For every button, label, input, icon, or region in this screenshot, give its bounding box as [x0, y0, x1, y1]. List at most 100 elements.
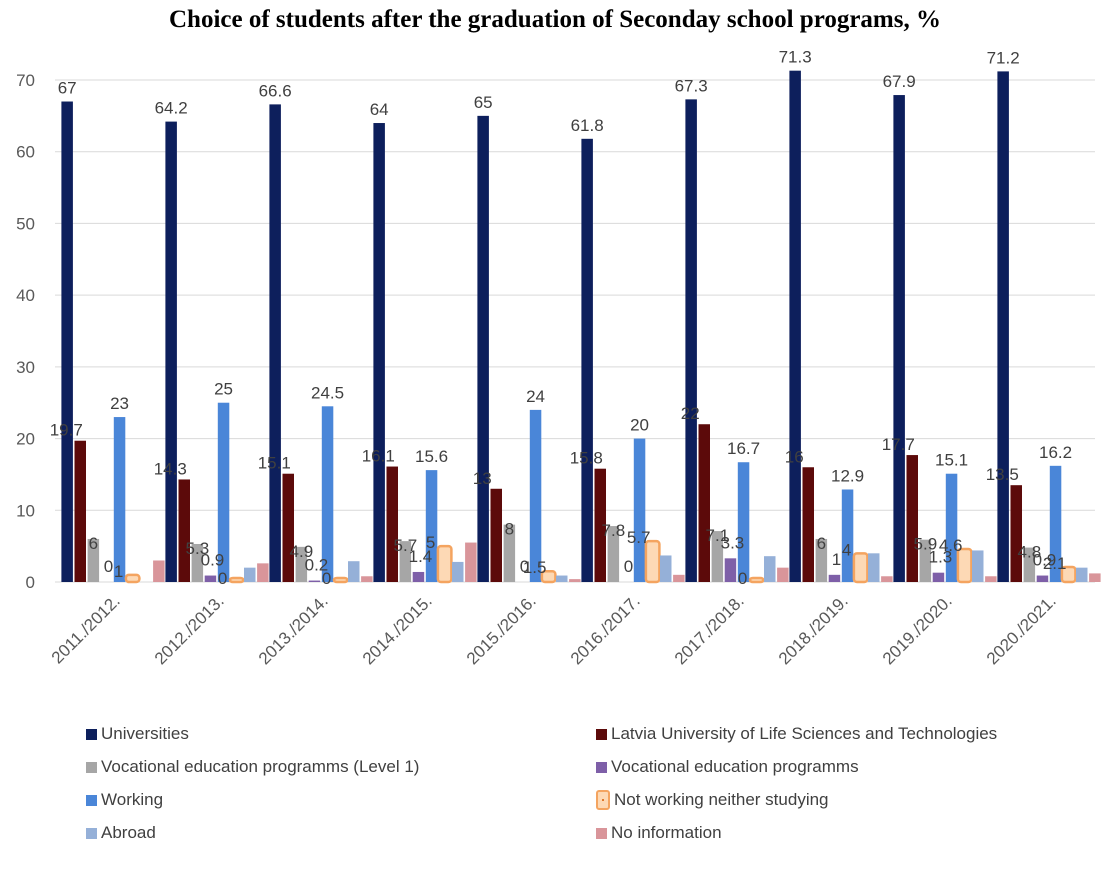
bar — [540, 569, 557, 584]
bar — [660, 555, 672, 582]
bar — [698, 424, 710, 582]
bar — [153, 560, 165, 582]
bar — [1023, 547, 1036, 582]
bar — [1089, 573, 1101, 582]
y-tick-label: 0 — [26, 573, 35, 592]
bar — [61, 101, 73, 582]
bar — [764, 556, 776, 582]
legend-item: Working — [86, 788, 596, 812]
x-tick-label: 2019./2020. — [879, 591, 956, 668]
legend-label: Working — [101, 790, 164, 809]
bar — [997, 71, 1009, 582]
bar — [581, 138, 593, 582]
bar — [956, 547, 973, 584]
legend-swatch — [596, 790, 610, 810]
legend-item: Abroad — [86, 821, 596, 845]
bar — [321, 406, 334, 582]
data-label: 3.3 — [721, 533, 745, 552]
bar — [178, 479, 190, 582]
bar — [932, 572, 945, 582]
data-label: 64 — [370, 100, 389, 119]
gridlines — [55, 79, 1095, 583]
data-label: 16.7 — [727, 439, 760, 458]
data-label: 7.1 — [706, 526, 730, 545]
bar — [361, 576, 373, 582]
bar — [191, 543, 204, 582]
data-label: 8 — [505, 520, 514, 539]
x-tick-label: 2015./2016. — [463, 591, 540, 668]
data-label: 7.8 — [602, 521, 626, 540]
data-label: 0.9 — [201, 551, 225, 570]
data-label: 5.7 — [394, 536, 418, 555]
bar — [828, 574, 841, 582]
data-label: 13.5 — [986, 465, 1019, 484]
data-label: 4.9 — [290, 542, 314, 561]
data-label: 23 — [110, 394, 129, 413]
legend-label: Latvia University of Life Sciences and T… — [611, 724, 998, 743]
bar — [789, 70, 801, 583]
data-label: 6 — [817, 534, 826, 553]
x-tick-label: 2017./2018. — [671, 591, 748, 668]
data-label: 0.9 — [1033, 551, 1057, 570]
legend-swatch — [86, 794, 97, 806]
data-label: 13 — [473, 469, 492, 488]
data-label: 17.7 — [882, 435, 915, 454]
bar — [852, 552, 869, 584]
bar — [685, 99, 697, 582]
bar — [244, 567, 256, 582]
bar — [748, 576, 765, 584]
data-label: 16.1 — [362, 447, 395, 466]
bars — [61, 70, 1101, 584]
bar — [881, 576, 893, 582]
data-label: 0 — [738, 569, 747, 588]
legend-item: No information — [596, 821, 1086, 845]
data-label: 1.3 — [929, 548, 953, 567]
x-tick-label: 2011./2012. — [48, 591, 124, 667]
data-label: 66.6 — [259, 81, 292, 100]
bar — [906, 455, 918, 582]
legend-label: Not working neither studying — [614, 790, 829, 809]
y-tick-label: 60 — [16, 143, 35, 162]
data-label: 19.7 — [50, 421, 83, 440]
legend-swatch — [596, 728, 607, 740]
legend: Universities Latvia University of Life Sc… — [86, 722, 1086, 845]
bar — [373, 123, 385, 583]
data-label: 1 — [114, 562, 123, 581]
data-label: 67.3 — [675, 76, 708, 95]
data-label: 67 — [58, 79, 77, 98]
data-label: 1 — [832, 550, 841, 569]
bar — [972, 550, 984, 582]
bar — [425, 470, 438, 582]
legend-item: Not working neither studying — [596, 788, 1086, 812]
bar — [113, 417, 126, 582]
data-label: 0.2 — [305, 556, 329, 575]
bar — [228, 576, 245, 584]
data-label: 67.9 — [883, 72, 916, 91]
data-label: 61.8 — [571, 116, 604, 135]
bar — [594, 468, 606, 582]
bar — [1076, 567, 1088, 582]
bar — [204, 575, 217, 582]
bar — [569, 579, 581, 582]
x-tick-label: 2014./2015. — [359, 591, 436, 668]
data-label: 15.1 — [258, 454, 291, 473]
bar — [465, 542, 477, 582]
bar — [802, 467, 814, 582]
legend-item: Vocational education programms (Level 1) — [86, 755, 596, 779]
bar — [737, 462, 750, 582]
data-label: 24 — [526, 387, 545, 406]
bar — [985, 576, 997, 582]
bar — [607, 526, 620, 582]
bar — [269, 104, 281, 582]
bar — [841, 489, 854, 582]
data-label: 22 — [681, 404, 700, 423]
legend-label: Vocational education programms (Level 1) — [101, 757, 420, 776]
bar — [815, 538, 828, 582]
data-label: 5 — [426, 533, 435, 552]
legend-label: No information — [611, 823, 722, 842]
data-label: 15.1 — [935, 451, 968, 470]
data-label: 16 — [785, 447, 804, 466]
bar — [282, 473, 294, 582]
